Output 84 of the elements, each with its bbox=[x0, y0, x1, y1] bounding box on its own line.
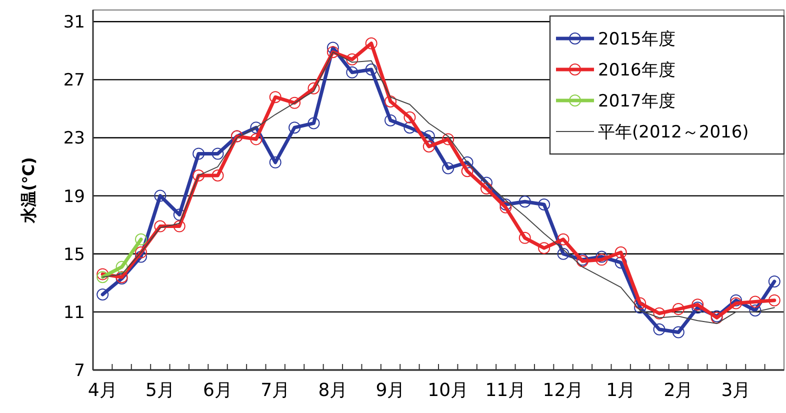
point bbox=[730, 297, 742, 310]
legend-label: 平年(2012～2016) bbox=[598, 122, 749, 142]
point bbox=[596, 254, 608, 266]
point bbox=[326, 46, 339, 58]
point bbox=[346, 66, 358, 78]
point bbox=[749, 304, 762, 316]
point bbox=[269, 156, 282, 168]
x-tick-label: 5月 bbox=[145, 380, 175, 401]
point bbox=[365, 64, 378, 76]
point bbox=[346, 53, 358, 66]
point bbox=[134, 250, 147, 263]
point bbox=[96, 288, 109, 301]
point bbox=[768, 294, 780, 306]
point bbox=[269, 91, 282, 104]
point bbox=[192, 148, 205, 160]
point bbox=[212, 148, 224, 160]
point bbox=[173, 220, 186, 232]
point bbox=[768, 275, 780, 288]
point bbox=[557, 248, 570, 260]
x-tick-label: 6月 bbox=[203, 380, 232, 401]
point bbox=[154, 190, 166, 202]
point bbox=[653, 307, 666, 320]
y-tick-label: 31 bbox=[63, 12, 85, 33]
x-tick-label: 8月 bbox=[318, 380, 348, 401]
y-tick-label: 19 bbox=[63, 186, 85, 207]
y-tick-label: 11 bbox=[63, 302, 85, 323]
point bbox=[634, 297, 646, 310]
point bbox=[288, 122, 301, 134]
point bbox=[730, 294, 742, 306]
y-tick-label: 7 bbox=[74, 361, 85, 381]
point bbox=[692, 298, 704, 311]
y-axis-title: 水温(℃) bbox=[19, 157, 38, 224]
point bbox=[308, 117, 320, 130]
x-tick-label: 3月 bbox=[721, 380, 751, 401]
y-tick-label: 27 bbox=[63, 70, 85, 91]
point bbox=[288, 96, 301, 109]
point bbox=[134, 246, 147, 258]
point bbox=[692, 302, 704, 314]
point bbox=[326, 42, 339, 54]
y-tick-label: 23 bbox=[63, 128, 85, 149]
legend-label: 2015年度 bbox=[598, 30, 676, 50]
x-tick-label: 12月 bbox=[542, 380, 584, 401]
point bbox=[192, 169, 205, 182]
point bbox=[500, 201, 512, 214]
point bbox=[538, 242, 550, 254]
point bbox=[96, 268, 109, 280]
point bbox=[96, 271, 109, 284]
point bbox=[500, 198, 512, 211]
point bbox=[422, 140, 435, 152]
point bbox=[154, 220, 166, 232]
point bbox=[653, 323, 666, 336]
point bbox=[365, 37, 378, 50]
point bbox=[518, 232, 531, 244]
point bbox=[442, 162, 454, 174]
point bbox=[614, 256, 627, 269]
y-tick-label: 15 bbox=[63, 244, 85, 265]
point bbox=[461, 165, 474, 178]
point bbox=[442, 133, 454, 146]
point bbox=[538, 198, 550, 211]
x-tick-label: 4月 bbox=[88, 380, 118, 401]
point bbox=[596, 250, 608, 263]
legend-label: 2017年度 bbox=[598, 92, 676, 112]
point bbox=[480, 182, 492, 195]
point bbox=[134, 233, 147, 246]
point bbox=[672, 326, 684, 338]
point bbox=[518, 196, 531, 208]
point bbox=[116, 260, 128, 273]
point bbox=[212, 169, 224, 182]
point bbox=[250, 133, 262, 146]
point bbox=[672, 303, 684, 316]
point bbox=[308, 82, 320, 94]
point bbox=[557, 233, 570, 246]
point bbox=[384, 114, 397, 126]
point bbox=[749, 296, 762, 308]
x-tick-label: 11月 bbox=[485, 380, 526, 401]
point bbox=[614, 246, 627, 258]
x-tick-label: 7月 bbox=[260, 380, 290, 401]
point bbox=[384, 95, 397, 108]
point bbox=[404, 111, 416, 124]
x-tick-label: 9月 bbox=[376, 380, 406, 401]
x-tick-label: 2月 bbox=[664, 380, 694, 401]
x-tick-label: 10月 bbox=[428, 380, 469, 401]
x-tick-label: 1月 bbox=[606, 380, 636, 401]
legend-label: 2016年度 bbox=[598, 60, 676, 80]
